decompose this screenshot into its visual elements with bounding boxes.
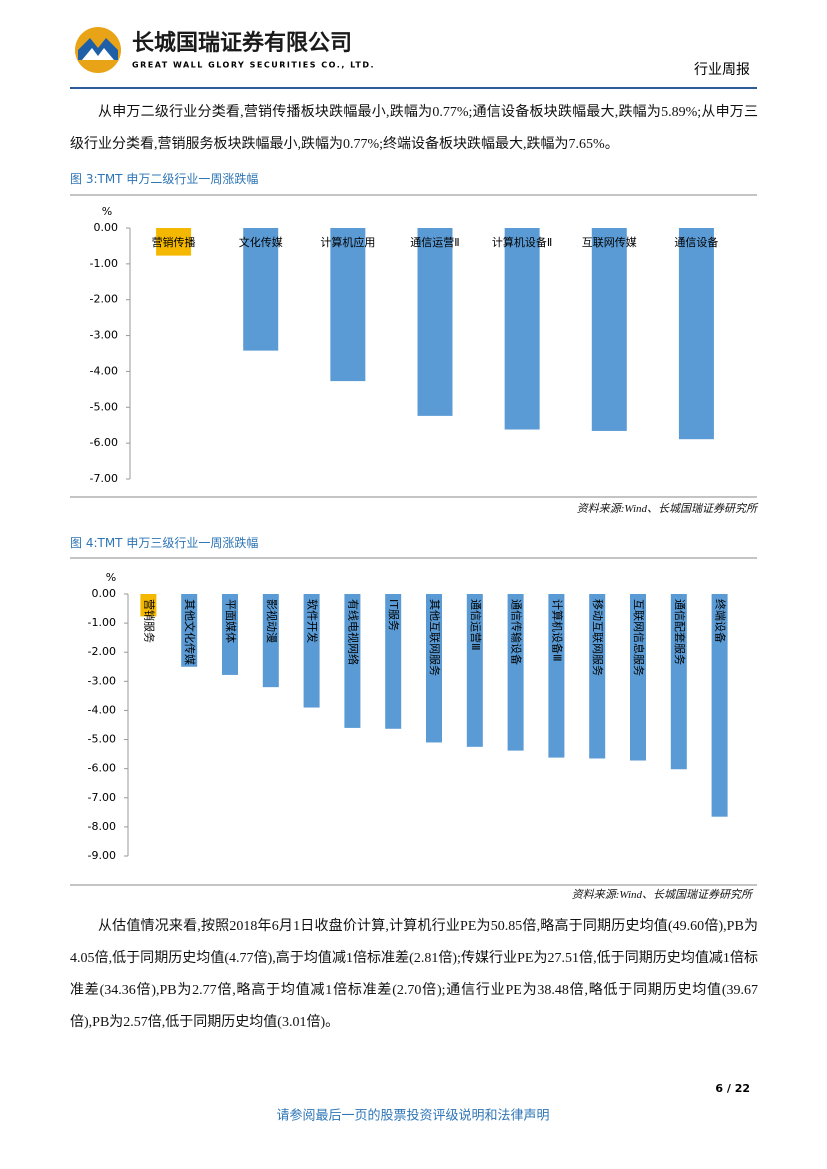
y-tick-label: -5.00	[90, 400, 118, 413]
bar	[385, 594, 402, 729]
bar	[243, 228, 279, 351]
paragraph: 从申万二级行业分类看,营销传播板块跌幅最小,跌幅为0.77%;通信设备板块跌幅最…	[70, 105, 758, 152]
x-tick-label: 互联网传媒	[582, 236, 637, 249]
y-axis-label: %	[102, 205, 112, 218]
y-tick-label: -6.00	[88, 762, 116, 775]
bar	[140, 594, 157, 617]
x-tick-label: 文化传媒	[239, 235, 283, 249]
bar	[426, 594, 442, 743]
y-tick-label: 0.00	[94, 221, 119, 234]
bar	[262, 594, 279, 688]
bar	[507, 594, 524, 751]
y-axis-label: %	[106, 571, 116, 584]
y-tick-label: -2.00	[88, 645, 116, 658]
disclaimer: 请参阅最后一页的股票投资评级说明和法律声明	[276, 1108, 549, 1124]
paragraph: 从估值情况来看,按照2018年6月1日收盘价计算,计算机行业PE为50.85倍,…	[70, 919, 758, 1030]
x-tick-label: 计算机应用	[320, 235, 375, 249]
bar	[417, 228, 453, 416]
bar	[504, 228, 540, 430]
x-tick-label: 平面媒体	[224, 599, 238, 643]
bar	[303, 594, 320, 708]
x-tick-label: 通信传输设备	[510, 599, 524, 665]
y-tick-label: -1.00	[90, 257, 118, 270]
report-type: 行业周报	[694, 62, 750, 78]
figure-title: 图 3:TMT 申万二级行业一周涨跌幅	[70, 172, 259, 186]
y-tick-label: -9.00	[88, 849, 116, 862]
bar	[181, 594, 198, 667]
y-tick-label: -4.00	[88, 703, 116, 716]
figure-source: 资料来源:Wind、长城国瑞证券研究所	[571, 889, 752, 901]
bar	[630, 594, 646, 761]
x-tick-label: 通信设备	[674, 235, 718, 249]
y-tick-label: -5.00	[88, 733, 116, 746]
x-tick-label: 其他互联网服务	[428, 599, 441, 676]
y-tick-label: 0.00	[92, 587, 117, 600]
y-tick-label: -8.00	[88, 820, 116, 833]
x-tick-label: 终端设备	[714, 599, 728, 643]
figure-source: 资料来源:Wind、长城国瑞证券研究所	[576, 503, 757, 515]
bar	[548, 594, 565, 758]
x-tick-label: 通信配套服务	[673, 599, 686, 665]
x-tick-label: 互联网信息服务	[632, 599, 646, 676]
bar	[591, 228, 627, 431]
x-tick-label: 其他文化传媒	[183, 599, 197, 665]
bar	[711, 594, 728, 817]
y-tick-label: -7.00	[88, 791, 116, 804]
y-tick-label: -4.00	[90, 364, 118, 377]
bar	[330, 228, 366, 382]
y-tick-label: -3.00	[88, 674, 116, 687]
bar	[344, 594, 361, 728]
bar	[156, 228, 192, 256]
y-tick-label: -6.00	[90, 436, 118, 449]
bar	[678, 228, 714, 440]
page-number: 6 / 22	[715, 1082, 750, 1095]
company-name: 长城国瑞证券有限公司	[132, 30, 352, 56]
company-name-en: GREAT WALL GLORY SECURITIES CO., LTD.	[132, 61, 375, 70]
x-tick-label: 营销传播	[152, 235, 196, 249]
x-tick-label: 有线电视网络	[346, 599, 360, 665]
x-tick-label: 计算机设备Ⅲ	[550, 599, 564, 662]
y-tick-label: -7.00	[90, 472, 118, 485]
x-tick-label: 软件开发	[306, 599, 320, 643]
logo	[75, 27, 121, 73]
y-tick-label: -2.00	[90, 293, 118, 306]
x-tick-label: 营销服务	[142, 599, 156, 643]
x-tick-label: 通信运营Ⅱ	[410, 235, 459, 249]
x-tick-label: 计算机设备Ⅱ	[492, 235, 552, 249]
x-tick-label: 影视动漫	[265, 599, 279, 643]
bar	[222, 594, 238, 675]
bar	[670, 594, 687, 770]
x-tick-label: 通信运营Ⅲ	[469, 599, 483, 651]
x-tick-label: 移动互联网服务	[591, 599, 604, 676]
bar	[589, 594, 606, 759]
figure-title: 图 4:TMT 申万三级行业一周涨跌幅	[70, 536, 259, 550]
y-tick-label: -3.00	[90, 329, 118, 342]
bar	[466, 594, 483, 747]
x-tick-label: IT服务	[387, 599, 400, 631]
y-tick-label: -1.00	[88, 616, 116, 629]
